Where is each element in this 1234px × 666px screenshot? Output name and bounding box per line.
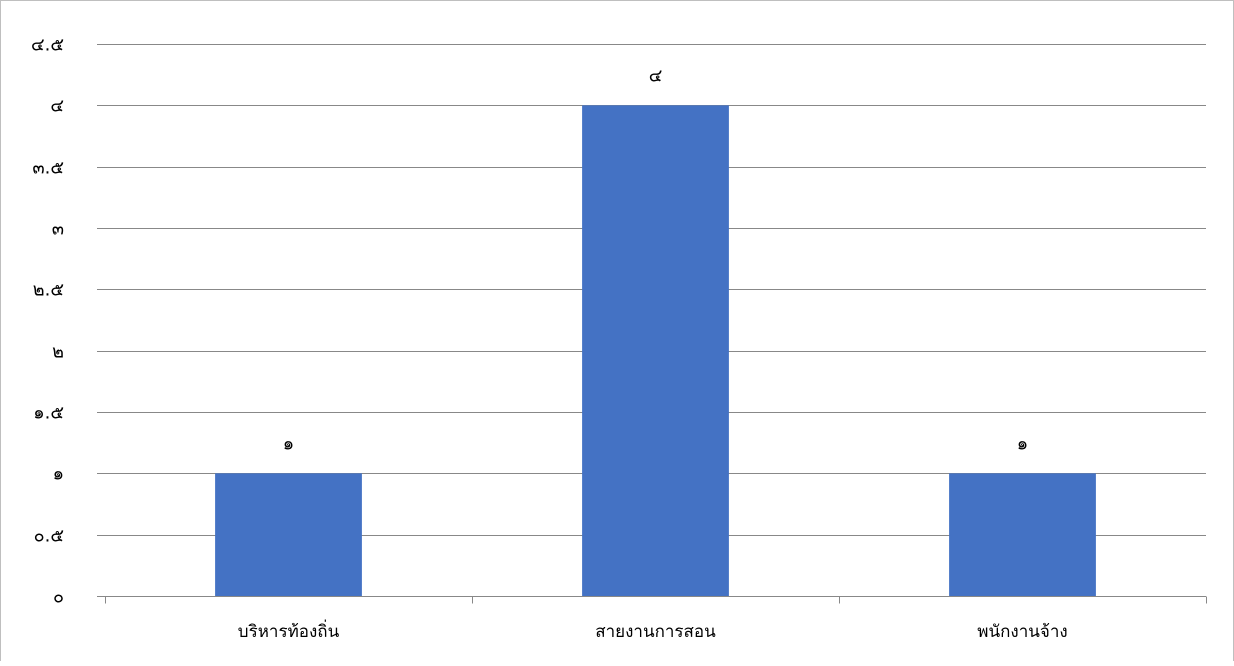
y-tick-label: ๓.๕ [32,158,64,179]
x-category-label: สายงานการสอน [595,622,716,642]
x-category-label: บริหารท้องถิ่น [238,619,340,642]
bar [949,473,1096,596]
bar [582,105,729,596]
bars [215,105,1096,596]
y-tick-label: ๐.๕ [34,526,64,547]
bar [215,473,362,596]
y-tick-label: ๔.๕ [31,35,64,56]
data-label: ๑ [283,433,294,454]
data-label: ๑ [1017,433,1028,454]
data-label: ๔ [649,65,663,86]
y-tick-label: ๒ [52,342,64,363]
y-tick-label: ๔ [50,96,64,117]
y-tick-label: ๓ [52,219,64,240]
y-tick-label: ๑ [53,464,64,485]
y-tick-label: ๐ [53,587,64,608]
y-tick-label: ๑.๕ [33,403,64,424]
axes [97,596,1207,604]
x-category-label: พนักงานจ้าง [977,622,1067,642]
y-tick-label: ๒.๕ [33,280,64,301]
